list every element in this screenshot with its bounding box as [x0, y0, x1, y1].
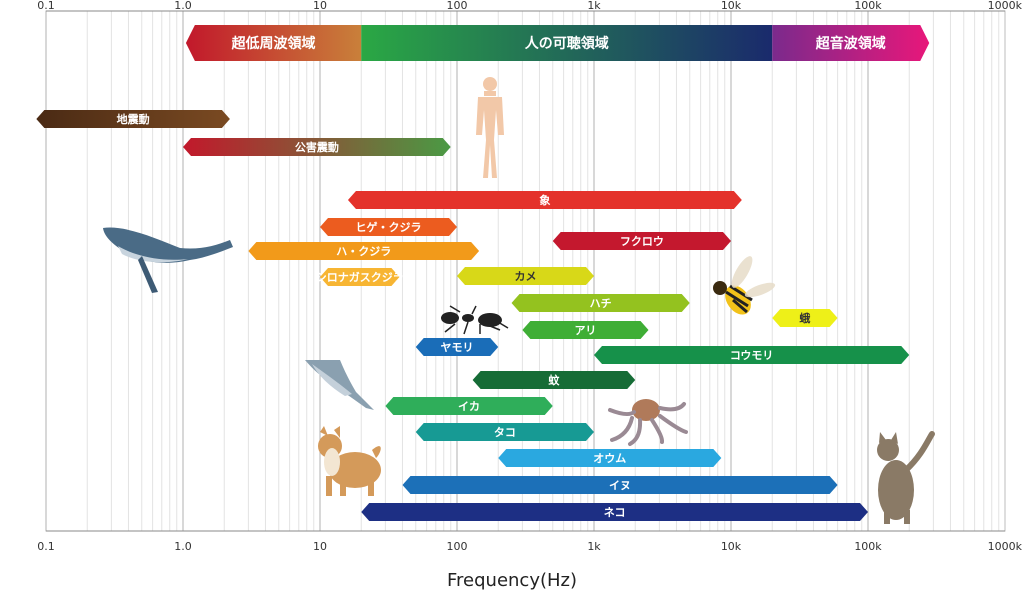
range-label-item-8: ハチ [590, 297, 612, 310]
tick-label-top: 1k [587, 0, 601, 12]
illustrations [103, 77, 935, 524]
human-figure [476, 77, 504, 178]
range-label-item-13: 蚊 [548, 373, 560, 387]
range-label-item-11: ヤモリ [441, 341, 474, 354]
range-bar-item-0 [36, 110, 230, 128]
range-bar-item-12 [594, 346, 910, 364]
range-bar-item-9 [772, 309, 838, 327]
range-bar-item-8 [511, 294, 690, 312]
range-label-item-0: 地震動 [117, 112, 150, 126]
range-bar-item-10 [522, 321, 649, 339]
range-bar-item-5 [248, 242, 480, 260]
range-bar-item-14 [385, 397, 553, 415]
tick-label-bottom: 100k [854, 540, 882, 553]
range-label-item-9: 蛾 [799, 311, 810, 325]
range-bar-item-7 [457, 267, 594, 285]
dog-illustration [318, 426, 381, 496]
bottom-tick-labels: 0.1 1.0 10 100 1k 10k 100k 1000k [37, 540, 1022, 553]
tick-label-bottom: 1.0 [174, 540, 192, 553]
range-label-item-6: シロナガスクジラ [316, 270, 404, 284]
band-bar-item-1 [361, 25, 773, 61]
axis-lines [46, 10, 1005, 532]
range-bar-item-13 [472, 371, 636, 389]
tick-label-bottom: 1000k [988, 540, 1023, 553]
grid-lines [45, 11, 1000, 531]
whale-illustration [103, 227, 233, 293]
hearing-bands: 超低周波領域 人の可聴領域 超音波領域 [185, 25, 930, 61]
range-label-item-2: 象 [539, 193, 550, 207]
band-bar-item-0 [185, 25, 362, 61]
range-bar-item-18 [361, 503, 868, 521]
range-label-item-15: タコ [494, 426, 516, 439]
tick-label-bottom: 0.1 [37, 540, 55, 553]
range-label-item-12: コウモリ [730, 349, 774, 362]
tick-label-top: 100k [854, 0, 882, 12]
range-bar-item-3 [320, 218, 457, 236]
range-bar-item-2 [347, 191, 742, 209]
range-label-item-10: アリ [574, 324, 596, 337]
bee-illustration [713, 256, 776, 315]
range-label-item-14: イカ [458, 400, 480, 413]
band-label-item-2: 超音波領域 [815, 35, 886, 52]
range-label-item-17: イヌ [609, 479, 631, 492]
band-bar-item-2 [772, 25, 930, 61]
range-bar-item-15 [415, 423, 594, 441]
range-bar-item-17 [402, 476, 838, 494]
range-label-item-3: ヒゲ・クジラ [356, 220, 422, 234]
range-label-item-1: 公害震動 [295, 140, 339, 154]
range-label-item-4: フクロウ [620, 235, 664, 248]
tick-label-bottom: 100 [447, 540, 468, 553]
cat-illustration [877, 431, 935, 524]
range-bar-item-11 [415, 338, 499, 356]
x-axis-label: Frequency(Hz) [447, 570, 577, 591]
range-label-item-5: ハ・クジラ [336, 245, 391, 258]
octopus-illustration [608, 399, 688, 446]
range-label-item-16: オウム [593, 452, 626, 465]
tick-label-top: 10 [313, 0, 327, 12]
tick-label-bottom: 10 [313, 540, 327, 553]
tick-label-bottom: 10k [721, 540, 742, 553]
band-label-item-1: 人の可聴領域 [525, 35, 609, 52]
range-label-item-18: ネコ [604, 506, 626, 519]
tick-label-top: 1.0 [174, 0, 192, 12]
range-bar-item-6 [320, 268, 400, 286]
range-label-item-7: カメ [515, 270, 537, 283]
range-bar-item-1 [183, 138, 451, 156]
range-bar-item-4 [552, 232, 731, 250]
squid-illustration [305, 360, 374, 410]
ant-illustration [441, 305, 509, 335]
top-tick-labels: 0.1 1.0 10 100 1k 10k 100k 1000k [37, 0, 1022, 12]
tick-label-top: 0.1 [37, 0, 55, 12]
tick-label-bottom: 1k [587, 540, 601, 553]
range-bar-item-16 [498, 449, 722, 467]
band-label-item-0: 超低周波領域 [231, 35, 316, 52]
tick-label-top: 100 [447, 0, 468, 12]
tick-label-top: 10k [721, 0, 742, 12]
tick-label-top: 1000k [988, 0, 1023, 12]
